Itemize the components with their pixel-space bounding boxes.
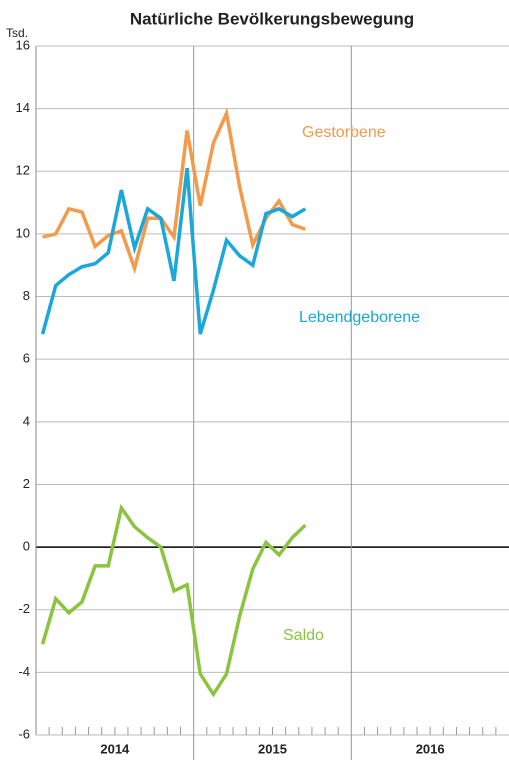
y-tick-label: 14 bbox=[16, 100, 30, 115]
series-label: Saldo bbox=[283, 627, 324, 644]
y-unit: Tsd. bbox=[6, 26, 28, 40]
x-year-label: 2014 bbox=[100, 741, 130, 756]
y-tick-label: 12 bbox=[16, 163, 30, 178]
series-label: Lebendgeborene bbox=[299, 309, 420, 326]
y-tick-label: 16 bbox=[16, 37, 30, 52]
y-tick-label: 10 bbox=[16, 225, 30, 240]
y-tick-label: -6 bbox=[18, 726, 30, 741]
x-year-label: 2015 bbox=[258, 741, 287, 756]
y-tick-label: 8 bbox=[23, 288, 30, 303]
series-label: Gestorbene bbox=[302, 124, 386, 141]
line-series bbox=[40, 503, 307, 698]
y-tick-label: 0 bbox=[23, 539, 30, 554]
y-tick-label: -4 bbox=[18, 664, 30, 679]
x-year-label: 2016 bbox=[416, 741, 445, 756]
line-series bbox=[42, 107, 306, 275]
y-tick-label: 2 bbox=[23, 476, 30, 491]
y-tick-label: 4 bbox=[23, 413, 30, 428]
chart-title: Natürliche Bevölkerungsbewegung bbox=[130, 9, 414, 28]
line-series bbox=[40, 167, 307, 335]
y-tick-label: 6 bbox=[23, 351, 30, 366]
y-tick-label: -2 bbox=[18, 601, 30, 616]
